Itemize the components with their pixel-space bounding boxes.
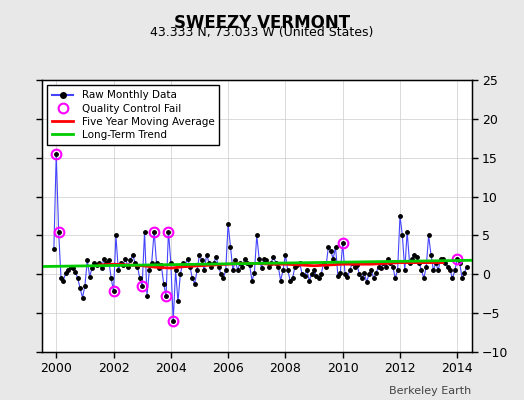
Text: Berkeley Earth: Berkeley Earth bbox=[389, 386, 472, 396]
Legend: Raw Monthly Data, Quality Control Fail, Five Year Moving Average, Long-Term Tren: Raw Monthly Data, Quality Control Fail, … bbox=[47, 85, 220, 145]
Text: SWEEZY VERMONT: SWEEZY VERMONT bbox=[174, 14, 350, 32]
Text: 43.333 N, 73.033 W (United States): 43.333 N, 73.033 W (United States) bbox=[150, 26, 374, 39]
